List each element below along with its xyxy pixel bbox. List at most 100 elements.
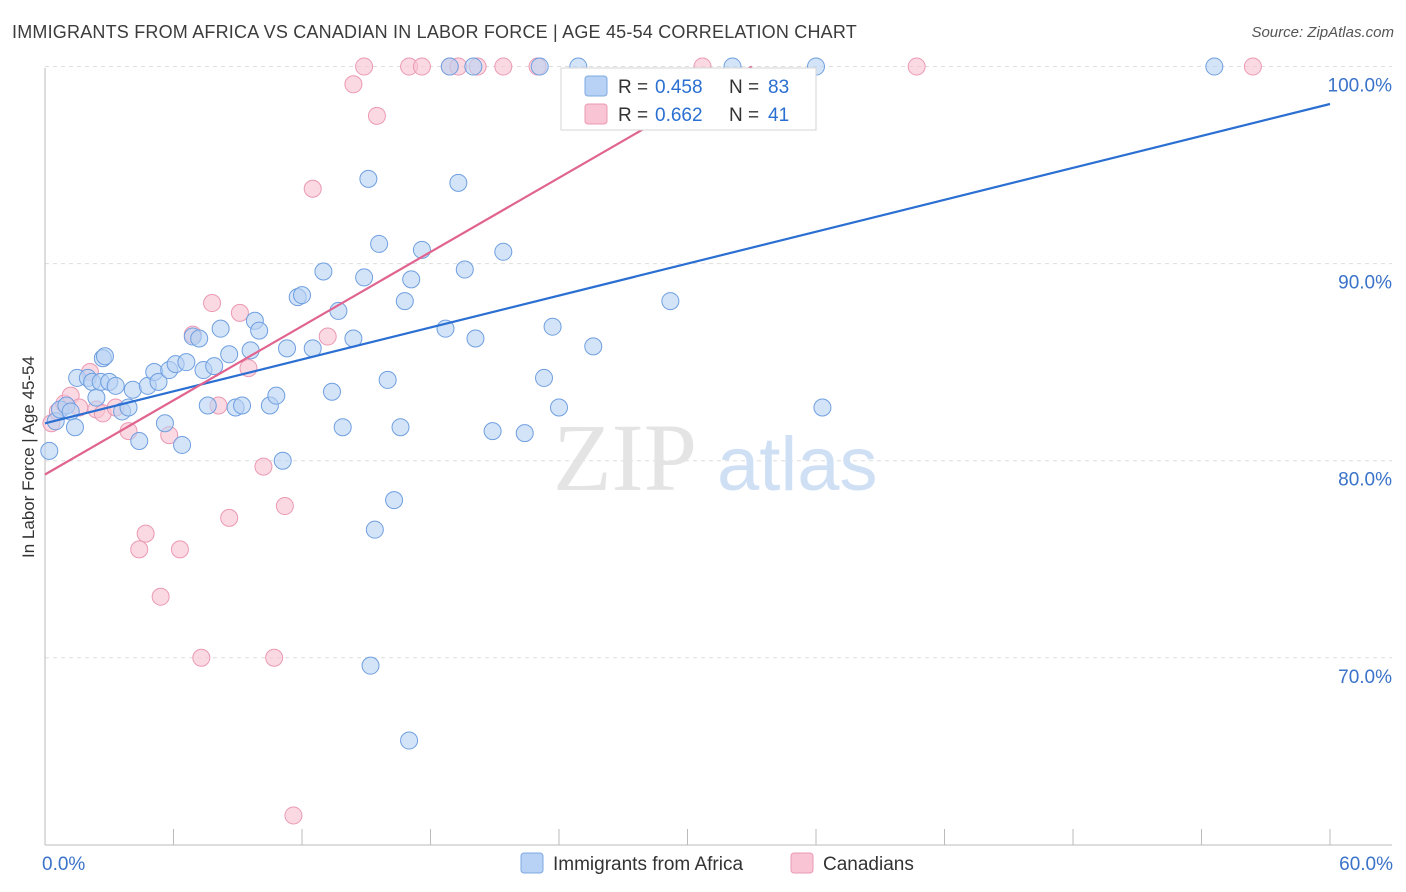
- canadians-point-36: [494, 57, 513, 76]
- immigrants-point-54: [370, 234, 389, 253]
- watermark-zip: ZIP: [553, 404, 697, 511]
- legend-n-value-blue: 83: [768, 77, 789, 98]
- canadians-point-25: [284, 806, 303, 825]
- immigrants-point-35: [233, 396, 252, 415]
- y-tick-label-3: 100.0%: [1328, 76, 1393, 97]
- immigrants-point-57: [391, 418, 410, 437]
- immigrants-point-12: [95, 347, 114, 366]
- watermark: ZIP atlas: [553, 404, 878, 511]
- canadians-point-19: [220, 508, 239, 527]
- canadians-point-29: [355, 57, 374, 76]
- immigrants-point-18: [130, 432, 149, 450]
- legend-r-label-pink: R =: [618, 105, 648, 126]
- canadians-point-12: [151, 587, 170, 606]
- immigrants-point-78: [530, 57, 549, 76]
- immigrants-point-5: [65, 418, 84, 437]
- immigrants-point-41: [273, 451, 292, 470]
- immigrants-point-66: [494, 242, 513, 261]
- immigrants-point-52: [359, 169, 378, 188]
- immigrants-point-68: [535, 368, 554, 387]
- immigrants-point-14: [106, 376, 125, 395]
- legend-r-label-blue: R =: [618, 77, 648, 98]
- immigrants-point-28: [190, 329, 209, 348]
- immigrants-point-69: [543, 317, 562, 336]
- x-tick-label-1: 60.0%: [1339, 854, 1393, 875]
- immigrants-point-17: [123, 380, 142, 399]
- canadians-point-28: [344, 75, 363, 94]
- immigrants-point-58: [395, 292, 414, 311]
- immigrants-point-25: [173, 435, 192, 454]
- immigrants-point-77: [440, 57, 459, 76]
- legend-n-label-pink: N =: [729, 105, 759, 126]
- immigrants-point-71: [584, 337, 603, 356]
- immigrants-point-49: [333, 418, 352, 437]
- immigrants-point-9: [87, 388, 106, 407]
- canadians-trend-line: [44, 65, 753, 476]
- immigrants-point-47: [322, 382, 341, 401]
- immigrants-point-64: [466, 329, 485, 348]
- y-tick-label-0: 70.0%: [1338, 667, 1392, 688]
- watermark-atlas: atlas: [717, 422, 878, 507]
- immigrants-point-72: [661, 292, 680, 311]
- legend-n-label-blue: N =: [729, 77, 759, 98]
- canadians-point-26: [303, 179, 322, 198]
- immigrants-point-21: [149, 372, 168, 391]
- canadians-point-17: [203, 294, 222, 313]
- canadians-point-24: [275, 497, 294, 516]
- immigrants-point-65: [483, 422, 502, 441]
- canadians-point-20: [230, 303, 249, 322]
- immigrants-point-82: [1205, 57, 1224, 76]
- immigrants-point-51: [355, 268, 374, 287]
- canadians-point-27: [318, 327, 337, 346]
- canadians-point-32: [412, 57, 431, 76]
- immigrants-point-40: [267, 386, 286, 405]
- immigrants-point-63: [455, 260, 474, 279]
- y-tick-label-2: 90.0%: [1338, 273, 1392, 294]
- immigrants-point-62: [449, 173, 468, 192]
- legend-canadians-swatch: [790, 852, 814, 874]
- trend-lines: [44, 65, 1331, 476]
- series-legend: Immigrants from Africa Canadians: [520, 852, 914, 875]
- canadians-point-14: [170, 540, 189, 559]
- legend-r-value-blue: 0.458: [655, 77, 703, 98]
- immigrants-point-56: [385, 491, 404, 510]
- legend-r-value-pink: 0.662: [655, 105, 703, 126]
- immigrants-point-76: [464, 57, 483, 76]
- immigrants-trend-line: [44, 102, 1331, 425]
- canadians-point-22: [254, 457, 273, 476]
- immigrants-point-55: [378, 370, 397, 389]
- source-note: Source: ZipAtlas.com: [1251, 24, 1394, 41]
- legend-immigrants-swatch: [520, 852, 544, 874]
- immigrants-point-75: [400, 731, 419, 750]
- immigrants-point-22: [155, 414, 174, 433]
- canadians-point-10: [130, 540, 149, 559]
- stats-legend: R = 0.458 N = 83 R = 0.662 N = 41: [560, 67, 817, 131]
- y-tick-labels: 70.0% 80.0% 90.0% 100.0%: [1328, 76, 1393, 688]
- x-tick-labels: 0.0% 60.0%: [42, 854, 1393, 875]
- immigrants-point-33: [220, 345, 239, 364]
- y-tick-label-1: 80.0%: [1338, 470, 1392, 491]
- immigrants-point-74: [361, 656, 380, 675]
- immigrants-point-30: [198, 396, 217, 415]
- canadians-point-11: [136, 524, 155, 543]
- immigrants-point-31: [205, 357, 224, 376]
- x-tick-label-0: 0.0%: [42, 854, 85, 875]
- chart-title: IMMIGRANTS FROM AFRICA VS CANADIAN IN LA…: [12, 22, 857, 42]
- legend-canadians-label: Canadians: [823, 854, 914, 875]
- immigrants-point-70: [550, 398, 568, 417]
- legend-n-value-pink: 41: [768, 105, 789, 126]
- immigrants-point-53: [365, 520, 384, 539]
- legend-blue-swatch: [584, 75, 608, 97]
- canadians-point-16: [192, 648, 211, 667]
- immigrants-point-59: [402, 270, 421, 289]
- canadians-point-23: [265, 648, 284, 667]
- canadians-point-40: [1243, 57, 1262, 76]
- canadians-point-30: [367, 106, 386, 125]
- y-axis-title: In Labor Force | Age 45-54: [19, 356, 38, 558]
- immigrants-point-67: [515, 424, 534, 443]
- legend-pink-swatch: [584, 103, 608, 125]
- canadians-point-39: [907, 57, 926, 76]
- immigrants-point-73: [813, 398, 832, 417]
- immigrants-point-26: [177, 353, 196, 372]
- legend-immigrants-label: Immigrants from Africa: [553, 854, 743, 875]
